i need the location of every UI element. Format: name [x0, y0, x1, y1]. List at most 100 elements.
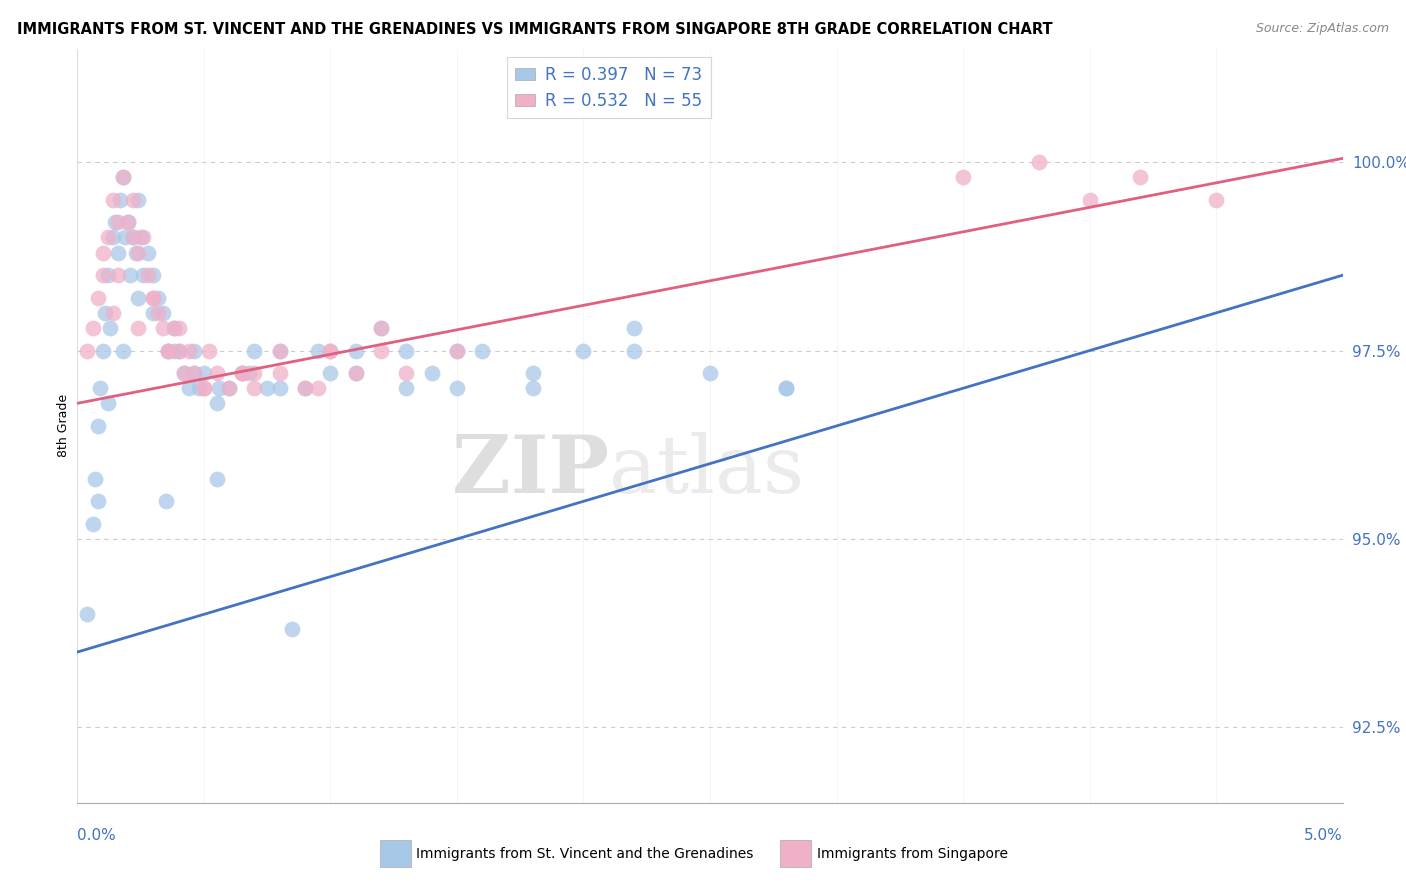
- Point: [124, 245, 146, 260]
- Point: [344, 343, 367, 358]
- Point: [76, 343, 98, 358]
- Point: [142, 291, 165, 305]
- Point: [173, 366, 195, 380]
- Point: [104, 215, 127, 229]
- Point: [76, 607, 98, 622]
- Point: [89, 381, 111, 395]
- Point: [294, 381, 316, 395]
- Point: [148, 306, 170, 320]
- Point: [117, 215, 139, 229]
- Point: [148, 291, 170, 305]
- Point: [471, 343, 494, 358]
- Point: [122, 230, 145, 244]
- Point: [97, 230, 120, 244]
- Point: [395, 381, 418, 395]
- Text: atlas: atlas: [609, 432, 804, 510]
- Point: [269, 343, 291, 358]
- Point: [187, 381, 209, 395]
- Point: [344, 366, 367, 380]
- Point: [91, 245, 114, 260]
- Point: [157, 343, 180, 358]
- Point: [269, 366, 291, 380]
- Point: [152, 321, 174, 335]
- Point: [142, 268, 165, 282]
- Point: [127, 291, 149, 305]
- Point: [269, 343, 291, 358]
- Point: [218, 381, 240, 395]
- Text: IMMIGRANTS FROM ST. VINCENT AND THE GRENADINES VS IMMIGRANTS FROM SINGAPORE 8TH : IMMIGRANTS FROM ST. VINCENT AND THE GREN…: [17, 22, 1053, 37]
- Point: [107, 268, 129, 282]
- Point: [1205, 193, 1227, 207]
- Point: [269, 381, 291, 395]
- Point: [183, 366, 205, 380]
- Point: [231, 366, 253, 380]
- Point: [193, 366, 215, 380]
- Point: [307, 343, 329, 358]
- Point: [114, 230, 136, 244]
- Point: [152, 306, 174, 320]
- Point: [208, 381, 231, 395]
- Point: [157, 343, 180, 358]
- Point: [136, 245, 159, 260]
- Point: [522, 381, 544, 395]
- Point: [256, 381, 278, 395]
- Point: [167, 343, 190, 358]
- Point: [370, 321, 392, 335]
- Point: [281, 623, 304, 637]
- Point: [155, 494, 177, 508]
- Point: [243, 366, 266, 380]
- Point: [167, 343, 190, 358]
- Point: [167, 321, 190, 335]
- Point: [446, 343, 468, 358]
- Point: [86, 494, 108, 508]
- Point: [775, 381, 797, 395]
- Point: [136, 268, 159, 282]
- Point: [98, 321, 121, 335]
- Point: [142, 306, 165, 320]
- Point: [205, 366, 228, 380]
- Point: [84, 472, 107, 486]
- Point: [86, 291, 108, 305]
- Point: [177, 343, 200, 358]
- Point: [101, 193, 124, 207]
- Point: [162, 343, 184, 358]
- Point: [446, 381, 468, 395]
- Text: Source: ZipAtlas.com: Source: ZipAtlas.com: [1256, 22, 1389, 36]
- Point: [193, 381, 215, 395]
- Text: 5.0%: 5.0%: [1303, 828, 1343, 843]
- Point: [205, 396, 228, 410]
- Point: [97, 396, 120, 410]
- Point: [129, 230, 152, 244]
- Point: [122, 230, 145, 244]
- Point: [1028, 155, 1050, 169]
- Point: [127, 193, 149, 207]
- Point: [395, 366, 418, 380]
- Point: [294, 381, 316, 395]
- Point: [1078, 193, 1101, 207]
- Point: [142, 291, 165, 305]
- Point: [370, 321, 392, 335]
- Point: [699, 366, 721, 380]
- Point: [127, 321, 149, 335]
- Point: [319, 343, 342, 358]
- Y-axis label: 8th Grade: 8th Grade: [58, 394, 70, 458]
- Point: [572, 343, 595, 358]
- Point: [120, 268, 142, 282]
- Point: [91, 343, 114, 358]
- Point: [107, 215, 129, 229]
- Point: [231, 366, 253, 380]
- Point: [243, 343, 266, 358]
- Point: [82, 321, 104, 335]
- Point: [122, 193, 145, 207]
- Point: [183, 343, 205, 358]
- Point: [132, 230, 155, 244]
- Point: [117, 215, 139, 229]
- Point: [1129, 170, 1152, 185]
- Point: [97, 268, 120, 282]
- Point: [101, 306, 124, 320]
- Point: [420, 366, 443, 380]
- Point: [522, 366, 544, 380]
- Legend: R = 0.397   N = 73, R = 0.532   N = 55: R = 0.397 N = 73, R = 0.532 N = 55: [508, 57, 710, 119]
- Point: [94, 306, 117, 320]
- Point: [231, 366, 253, 380]
